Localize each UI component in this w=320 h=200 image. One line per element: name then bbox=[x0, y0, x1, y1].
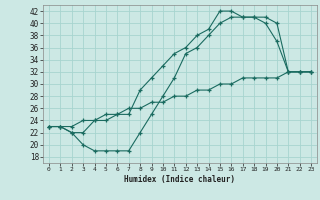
X-axis label: Humidex (Indice chaleur): Humidex (Indice chaleur) bbox=[124, 175, 236, 184]
